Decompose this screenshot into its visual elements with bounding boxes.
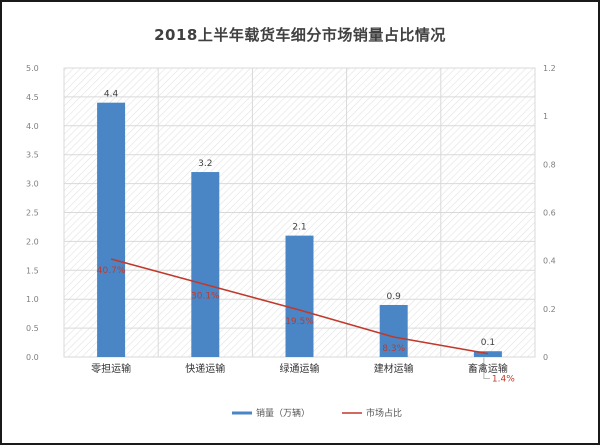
bar-value-label: 4.4	[104, 90, 119, 100]
x-axis-categories: 零担运输 快递运输 绿通运输 建材运输 畜禽运输	[91, 362, 508, 375]
left-tick-label: 2.0	[26, 237, 39, 246]
left-tick-label: 1.0	[26, 295, 39, 304]
left-tick-label: 0.5	[26, 324, 39, 333]
right-tick-label: 0.2	[543, 305, 556, 314]
right-tick-label: 0.4	[543, 257, 556, 266]
category-label: 快递运输	[185, 362, 225, 375]
right-tick-label: 0	[543, 353, 548, 362]
left-tick-label: 0.0	[26, 353, 39, 362]
line-series: 40.7% 30.1% 19.5% 8.3% 1.4%	[97, 258, 515, 385]
category-label: 畜禽运输	[468, 362, 508, 375]
bar	[285, 235, 314, 357]
bar-value-label: 0.9	[387, 292, 402, 302]
left-tick-label: 4.5	[26, 93, 39, 102]
line-value-label: 19.5%	[285, 317, 314, 327]
line-value-label: 40.7%	[97, 266, 126, 276]
legend-bar-label: 销量（万辆）	[256, 407, 310, 419]
left-y-axis: 0.0 0.5 1.0 1.5 2.0 2.5 3.0 3.5 4.0 4.5 5.0	[26, 64, 39, 362]
left-tick-label: 2.5	[26, 209, 39, 218]
left-tick-label: 3.5	[26, 151, 39, 160]
line-value-label: 8.3%	[382, 344, 405, 354]
chart-title: 2018上半年载货车细分市场销量占比情况	[154, 26, 446, 44]
line-value-label: 1.4%	[492, 375, 515, 385]
bar	[379, 304, 408, 357]
left-tick-label: 3.0	[26, 180, 39, 189]
bar-value-label: 3.2	[198, 159, 212, 169]
bar-value-label: 2.1	[292, 223, 306, 233]
category-label: 建材运输	[374, 362, 414, 375]
right-tick-label: 1.2	[543, 64, 556, 73]
left-tick-label: 5.0	[26, 64, 39, 73]
right-tick-label: 0.6	[543, 209, 556, 218]
left-tick-label: 1.5	[26, 266, 39, 275]
category-label: 绿通运输	[280, 362, 320, 375]
left-tick-label: 4.0	[26, 122, 39, 131]
share-line	[110, 258, 489, 355]
legend-line-label: 市场占比	[366, 407, 402, 419]
leader-line	[483, 357, 490, 380]
right-tick-label: 1	[543, 112, 548, 121]
right-tick-label: 0.8	[543, 160, 556, 169]
line-value-label: 30.1%	[191, 292, 220, 302]
category-label: 零担运输	[91, 362, 131, 375]
right-y-axis: 0 0.2 0.4 0.6 0.8 1 1.2	[543, 64, 556, 362]
bar-series: 4.4 3.2 2.1 0.9 0.1	[97, 90, 502, 358]
bar-value-label: 0.1	[481, 338, 495, 348]
legend: 销量（万辆） 市场占比	[232, 407, 402, 419]
bar	[97, 102, 126, 358]
bar	[191, 172, 220, 357]
bar	[473, 351, 502, 357]
